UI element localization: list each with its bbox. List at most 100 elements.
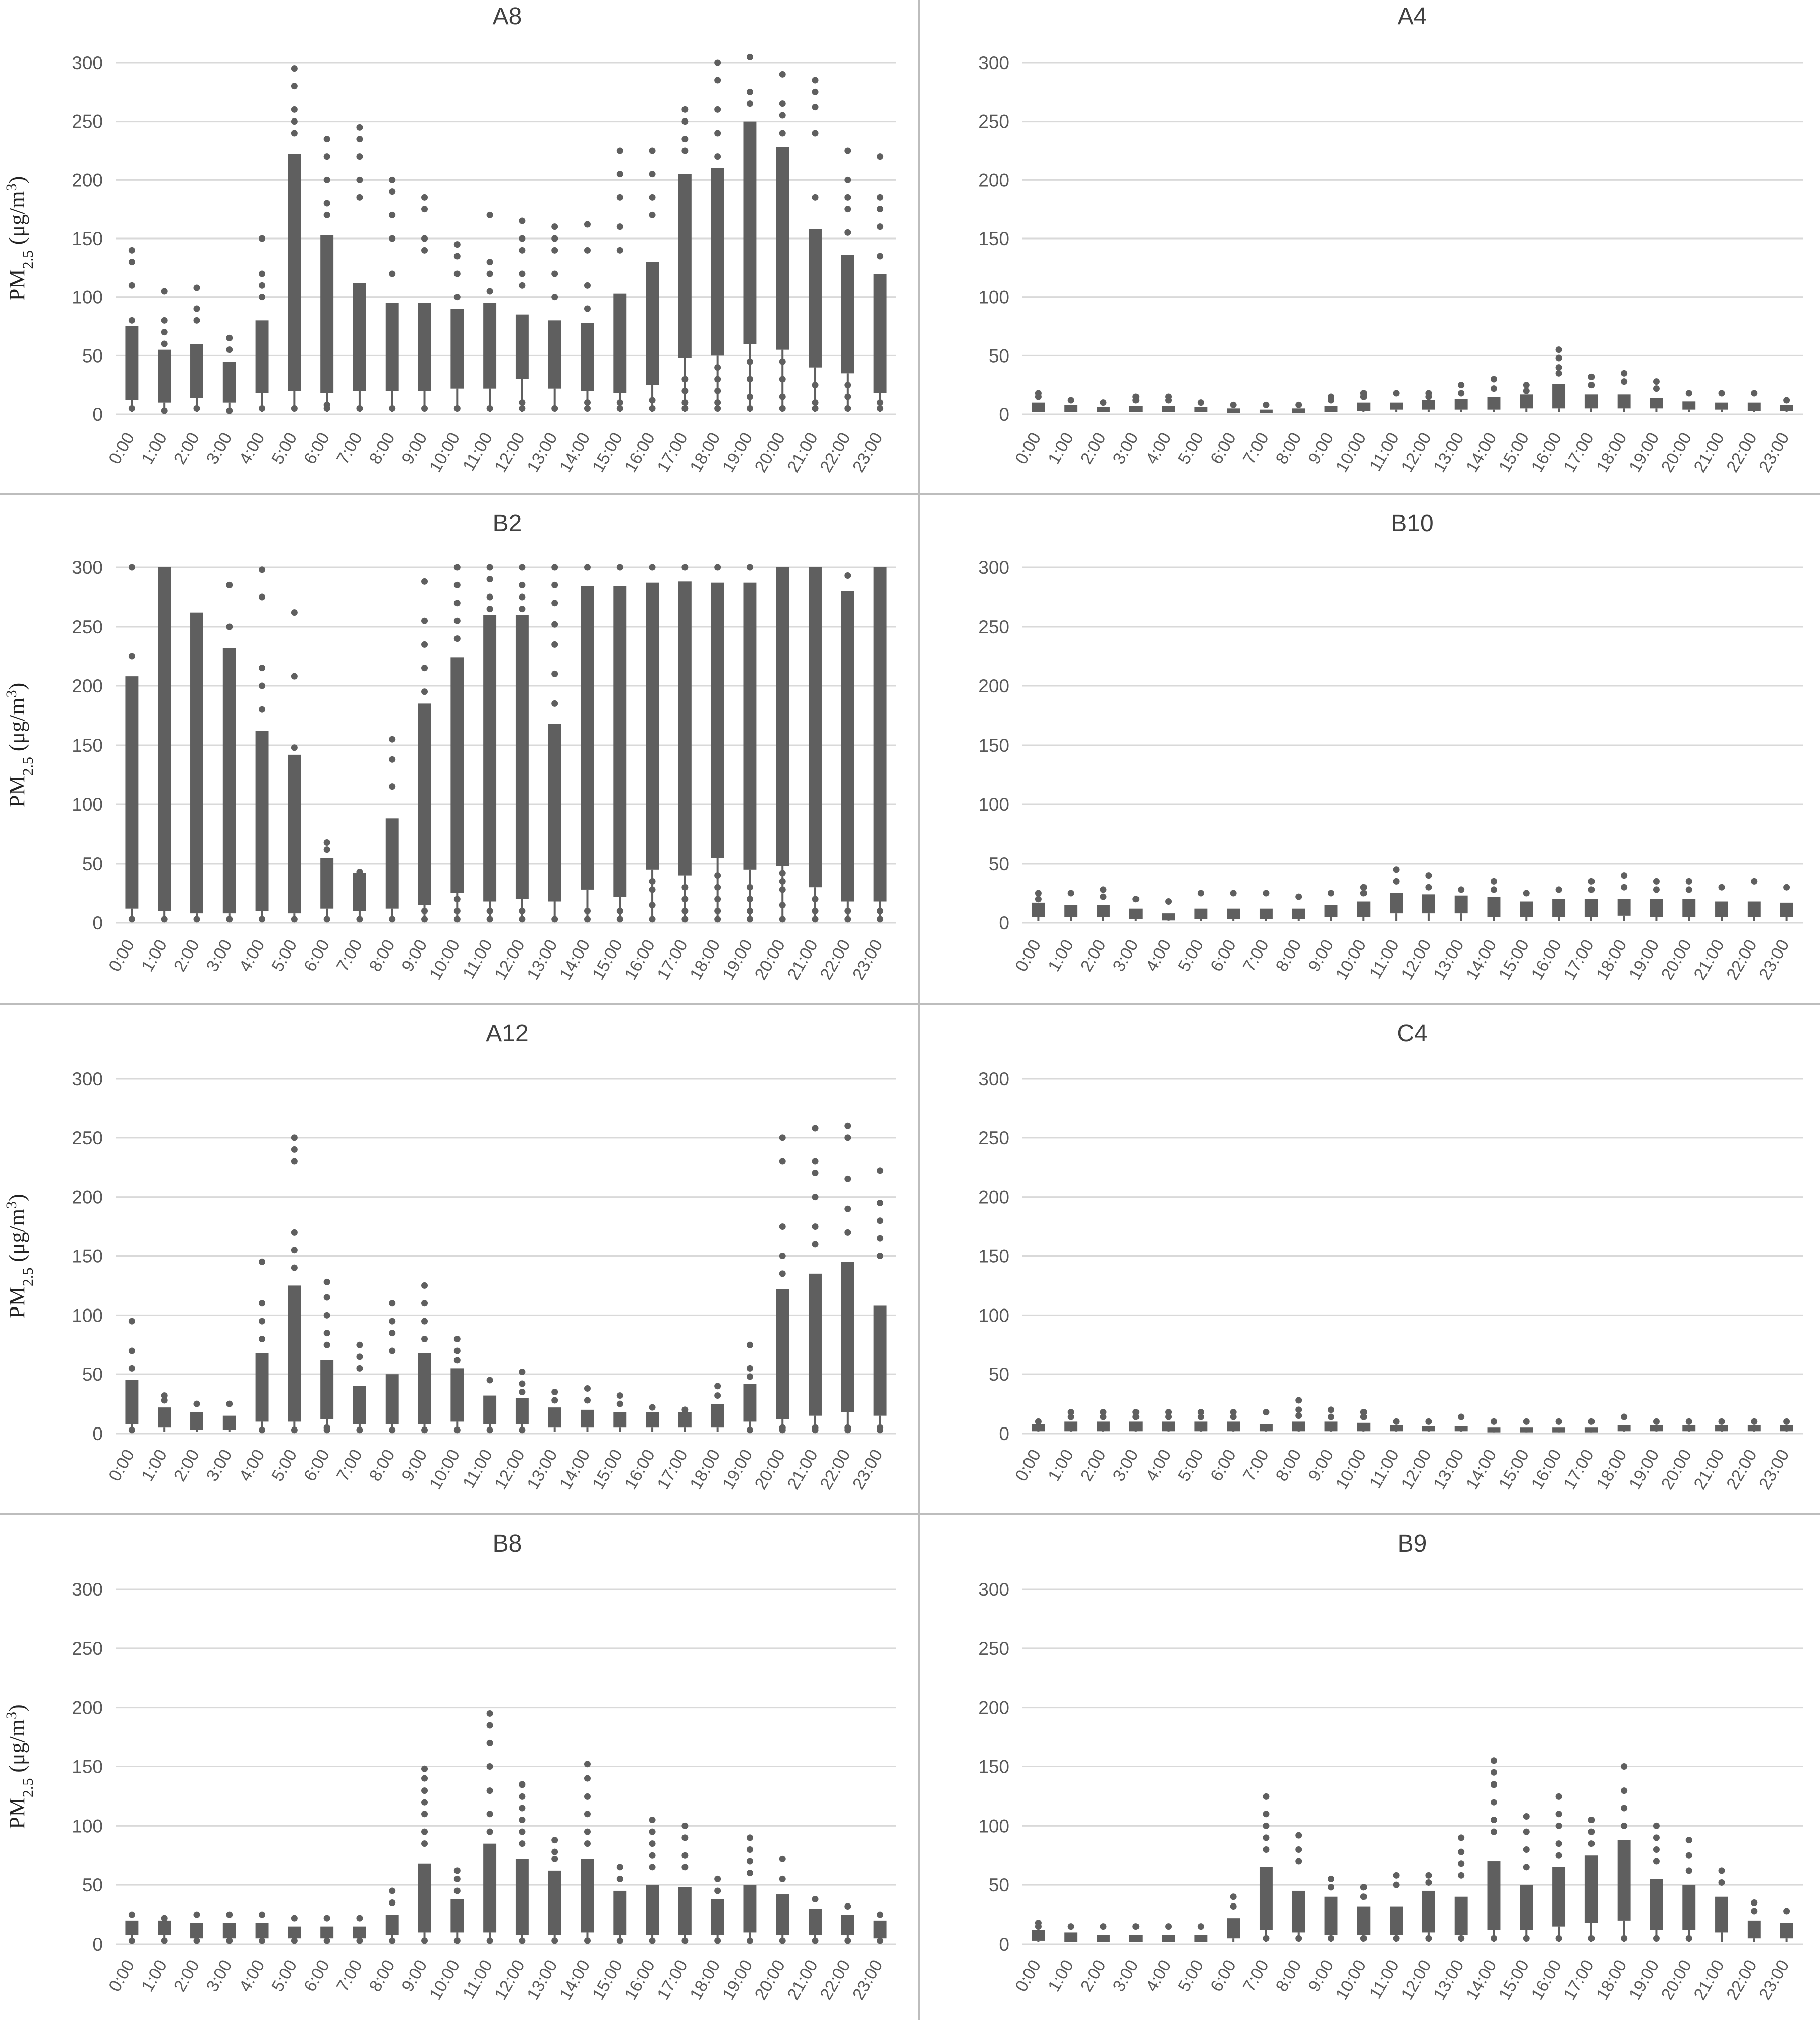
outlier-point — [421, 1765, 428, 1772]
outlier-point — [259, 1335, 266, 1342]
outlier-point — [779, 1855, 786, 1862]
outlier-point — [746, 1858, 753, 1865]
x-tick-label: 9:00 — [398, 1957, 431, 1995]
outlier-point — [389, 1887, 396, 1894]
outlier-point — [584, 1811, 591, 1818]
bar-22:00 — [1747, 901, 1761, 917]
chart-title: A12 — [486, 1020, 528, 1047]
y-tick-label: 0 — [999, 913, 1009, 933]
x-tick-label: 0:00 — [105, 936, 138, 975]
outlier-point — [877, 194, 884, 201]
bar-23:00 — [1780, 902, 1793, 917]
x-tick-label: 13:00 — [1430, 1957, 1467, 2003]
bar-20:00 — [1682, 899, 1696, 917]
outlier-point — [779, 393, 786, 400]
outlier-point — [486, 1811, 493, 1818]
outlier-point — [1230, 1903, 1237, 1910]
outlier-point — [1165, 1923, 1172, 1930]
outlier-point — [746, 916, 753, 923]
outlier-point — [779, 376, 786, 383]
y-axis-label-sub: 2.5 — [20, 1778, 36, 1798]
bar-22:00 — [841, 1915, 854, 1935]
outlier-point — [714, 1875, 721, 1882]
outlier-point — [779, 1937, 786, 1944]
outlier-point — [453, 1335, 461, 1342]
outlier-point — [356, 1365, 363, 1372]
y-tick-label: 50 — [82, 854, 103, 874]
x-tick-label: 7:00 — [333, 936, 366, 975]
outlier-point — [389, 1899, 396, 1907]
x-tick-label: 18:00 — [686, 429, 724, 476]
outlier-point — [714, 130, 721, 137]
outlier-point — [649, 171, 656, 178]
outlier-point — [1425, 1879, 1432, 1886]
outlier-point — [551, 564, 558, 571]
x-tick-label: 9:00 — [398, 936, 431, 975]
outlier-point — [551, 223, 558, 230]
outlier-point — [1621, 1413, 1628, 1420]
x-tick-label: 15:00 — [589, 1957, 626, 2003]
bar-8:00 — [385, 303, 399, 391]
outlier-point — [1523, 1864, 1530, 1871]
x-tick-label: 14:00 — [1462, 1957, 1500, 2003]
bar-18:00 — [711, 1899, 724, 1935]
outlier-point — [812, 1158, 819, 1165]
bar-7:00 — [353, 1926, 366, 1939]
bar-3:00 — [1129, 406, 1143, 412]
x-tick-label: 3:00 — [1109, 1957, 1143, 1995]
outlier-point — [584, 1840, 591, 1847]
y-tick-label: 150 — [978, 1757, 1009, 1777]
y-tick-label: 50 — [989, 1364, 1009, 1385]
outlier-point — [128, 1911, 135, 1918]
outlier-point — [291, 916, 298, 923]
bar-22:00 — [841, 255, 854, 374]
outlier-point — [714, 59, 721, 66]
bar-16:00 — [646, 262, 659, 385]
bar-17:00 — [1584, 1427, 1598, 1433]
outlier-point — [681, 387, 689, 394]
x-tick-label: 6:00 — [1207, 936, 1240, 975]
x-tick-label: 10:00 — [426, 936, 464, 983]
bar-11:00 — [483, 615, 497, 902]
bar-17:00 — [1584, 1855, 1598, 1923]
outlier-point — [681, 1822, 689, 1829]
x-tick-label: 12:00 — [491, 429, 528, 476]
x-tick-label: 10:00 — [426, 1446, 464, 1493]
outlier-point — [226, 623, 233, 630]
outlier-point — [649, 916, 656, 923]
x-tick-label: 5:00 — [268, 429, 301, 467]
outlier-point — [1295, 1832, 1302, 1839]
outlier-point — [584, 1385, 591, 1392]
outlier-point — [486, 211, 493, 218]
bar-15:00 — [613, 1890, 627, 1935]
chart-panel-B9: B9 0 50 100 150 200 250 300 0:001:002:003:004:00… — [978, 1530, 1803, 2003]
bar-2:00 — [1097, 905, 1110, 917]
outlier-point — [453, 1937, 461, 1944]
outlier-point — [584, 221, 591, 228]
bar-5:00 — [288, 754, 301, 914]
bar-0:00 — [125, 1920, 139, 1935]
x-tick-label: 6:00 — [1207, 429, 1240, 467]
x-tick-label: 21:00 — [783, 936, 821, 983]
outlier-point — [714, 1383, 721, 1390]
x-tick-label: 21:00 — [783, 1446, 821, 1493]
bar-23:00 — [873, 1305, 887, 1416]
outlier-point — [389, 736, 396, 743]
bar-4:00 — [1162, 1421, 1175, 1432]
outlier-point — [714, 872, 721, 879]
x-tick-label: 14:00 — [556, 1446, 594, 1493]
y-tick-label: 50 — [82, 345, 103, 366]
outlier-point — [551, 405, 558, 412]
outlier-point — [1555, 354, 1562, 362]
outlier-point — [291, 1146, 298, 1153]
outlier-point — [584, 916, 591, 923]
outlier-point — [714, 907, 721, 914]
outlier-point — [519, 1828, 526, 1835]
horizontal-divider — [0, 1513, 1820, 1515]
outlier-point — [128, 1365, 135, 1372]
outlier-point — [389, 1318, 396, 1325]
outlier-point — [453, 270, 461, 277]
x-tick-label: 17:00 — [653, 1957, 691, 2003]
outlier-point — [161, 288, 168, 295]
outlier-point — [193, 305, 200, 312]
